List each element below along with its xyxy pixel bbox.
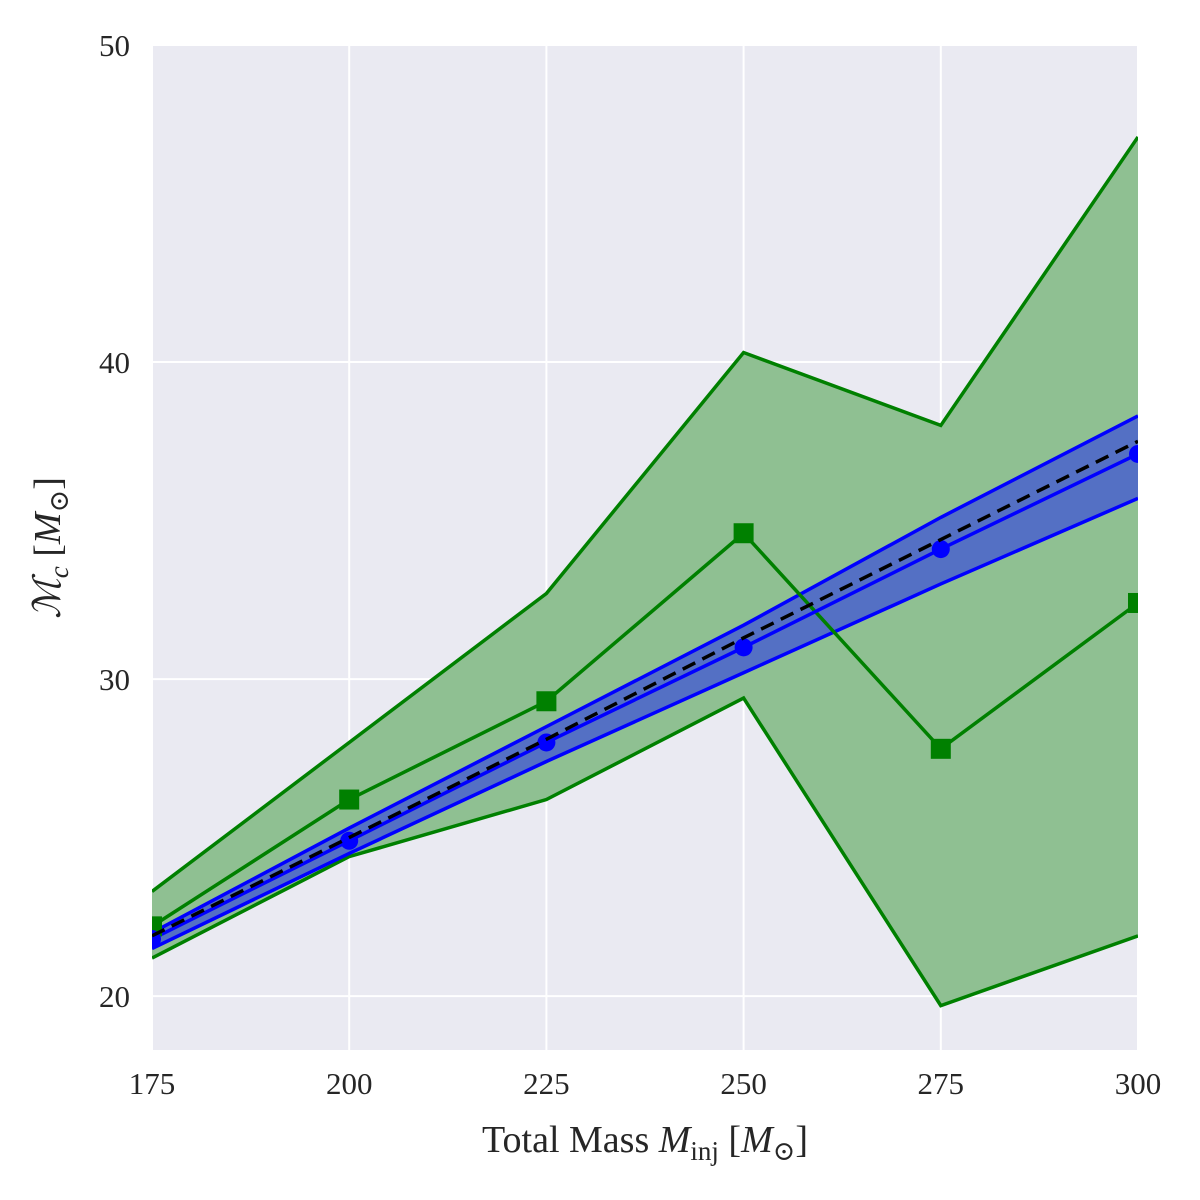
x-axis-label-symbol: M (658, 1119, 693, 1161)
x-tick-labels: 175 200 225 250 275 300 (129, 1066, 1162, 1101)
y-axis-label-unit-open: [ (27, 544, 69, 566)
band-lower-1 (152, 496, 1138, 951)
circle-marker (734, 638, 753, 657)
band-upper-1 (152, 414, 1138, 935)
x-tick-label: 225 (523, 1066, 570, 1101)
y-axis-label-symbol: ℳ (27, 573, 69, 619)
x-tick-label: 275 (918, 1066, 965, 1101)
y-tick-label: 40 (99, 345, 130, 380)
dashed-line (152, 439, 1138, 938)
band-upper-0 (152, 135, 1138, 893)
square-marker (733, 523, 754, 544)
y-axis-label-sub: c (44, 566, 74, 578)
x-axis-label-prefix: Total Mass (482, 1119, 659, 1161)
x-tick-label: 300 (1115, 1066, 1162, 1101)
y-tick-label: 20 (99, 979, 130, 1014)
y-tick-label: 50 (99, 28, 130, 63)
square-marker (536, 691, 557, 712)
y-axis-label: ℳc [M⊙] (27, 477, 74, 619)
band-lower-0 (152, 695, 1138, 1008)
y-axis-label-unit-sub: ⊙ (44, 490, 74, 513)
square-marker (339, 789, 360, 810)
x-tick-label: 200 (326, 1066, 373, 1101)
x-tick-label: 175 (129, 1066, 176, 1101)
x-axis-label-unit-open: [ (719, 1119, 741, 1161)
square-marker (1128, 592, 1138, 613)
band-fill-0 (152, 136, 1138, 1006)
y-tick-labels: 20 30 40 50 (99, 28, 130, 1014)
series-line-3 (152, 452, 1138, 941)
x-axis-label-sub: inj (690, 1136, 719, 1166)
square-marker (152, 916, 162, 937)
square-marker (930, 738, 951, 759)
circle-marker (931, 540, 950, 559)
x-axis-label-unit-close: ] (795, 1119, 808, 1161)
series-lines (152, 135, 1138, 1008)
series-line-2 (152, 530, 1138, 928)
y-axis-label-unit-symbol: M (27, 510, 69, 545)
x-axis-label-unit-sub: ⊙ (773, 1136, 796, 1166)
series-markers (152, 439, 1138, 949)
y-axis-label-unit-close: ] (27, 477, 69, 490)
circle-marker (1129, 444, 1138, 463)
x-axis-label: Total Mass Minj [M⊙] (482, 1119, 808, 1166)
x-axis-label-unit-symbol: M (740, 1119, 775, 1161)
x-tick-label: 250 (720, 1066, 767, 1101)
y-tick-label: 30 (99, 662, 130, 697)
